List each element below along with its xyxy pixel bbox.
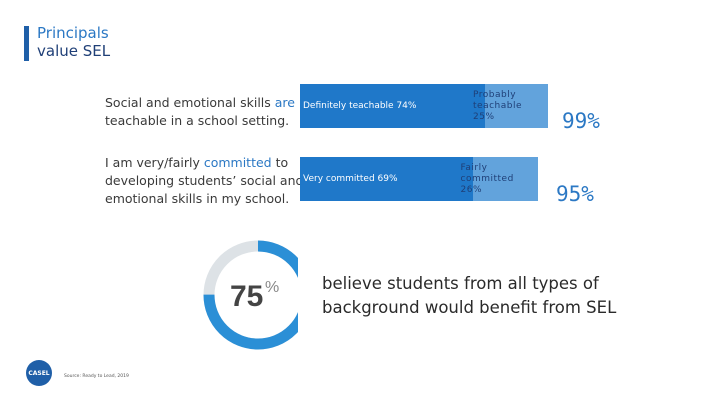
bar-segment-label: Fairly committed 26% [460,162,514,195]
title-accent-bar [24,26,29,61]
bar-segment [472,157,538,201]
title-line-1: Principals [37,24,109,42]
bar-segment-label: Probably teachable 25% [473,89,522,122]
donut-chart: 75% [203,240,298,350]
statement-text: teachable in a school setting. [105,113,290,128]
statement-highlight: committed [203,155,272,170]
bar-segment [300,157,473,201]
statement-teachable: Social and emotional skills are teachabl… [105,94,305,130]
statement-text: to developing students’ social and emoti… [105,155,304,206]
casel-logo: CASEL [26,360,52,386]
statement-text: I am very/fairly [105,155,204,170]
statement-committed: I am very/fairly committed to developing… [105,154,305,208]
donut-value-label: 75 [230,280,263,313]
slide-title: Principals value SEL [37,24,110,60]
bar-segment-label: Definitely teachable 74% [303,100,417,111]
bar-segment [300,84,485,128]
logo-text: CASEL [28,369,50,377]
bar-segment [485,84,548,128]
donut-unit-label: % [265,279,279,296]
donut-caption: believe students from all types of backg… [322,274,617,317]
statement-highlight: are [274,95,295,110]
source-note: Source: Ready to Lead, 2019 [64,374,129,379]
bar-segment-label: Very committed 69% [303,173,398,184]
title-line-2: value SEL [37,42,111,60]
donut-value-arc [203,240,298,350]
bar-total-label: 95% [556,182,594,206]
statement-text: Social and emotional skills [105,95,275,110]
bar-total-label: 99% [562,109,600,133]
